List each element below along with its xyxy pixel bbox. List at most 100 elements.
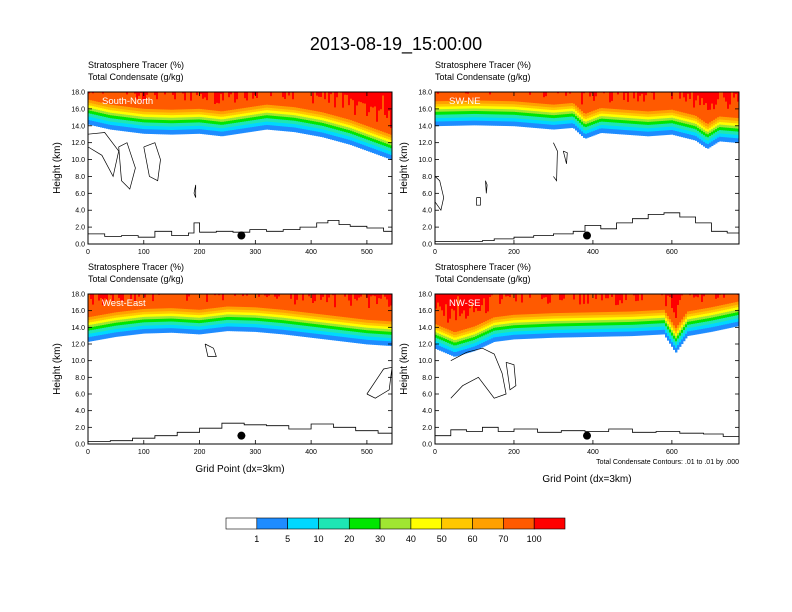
panel-label: NW-SE	[449, 298, 481, 309]
terrain-line	[435, 426, 739, 440]
y-tick-label: 4.0	[75, 208, 85, 215]
terrain-line	[88, 220, 392, 238]
terrain-line	[88, 422, 392, 442]
x-tick-label: 100	[138, 249, 150, 256]
colorbar-label: 1	[254, 534, 259, 544]
condensate-contour	[505, 361, 517, 391]
colorbar-swatch	[348, 517, 381, 530]
x-axis-label: Grid Point (dx=3km)	[195, 464, 284, 475]
y-axis-label: Height (km)	[399, 142, 410, 194]
x-tick-label: 200	[508, 449, 520, 456]
panel-label: South-North	[102, 96, 153, 107]
y-tick-label: 18.0	[71, 90, 85, 97]
colorbar-label: 20	[344, 534, 354, 544]
y-tick-label: 6.0	[422, 392, 432, 399]
condensate-contour	[193, 184, 197, 198]
y-tick-label: 18.0	[71, 292, 85, 299]
condensate-contour	[450, 347, 507, 399]
colorbar-swatch	[533, 517, 566, 530]
colorbar-label: 5	[285, 534, 290, 544]
subtitle-condensate: Total Condensate (g/kg)	[88, 274, 184, 284]
subtitle-tracer: Stratosphere Tracer (%)	[88, 262, 184, 272]
colorbar-swatch	[225, 517, 258, 530]
x-tick-label: 200	[194, 449, 206, 456]
condensate-contour	[476, 197, 481, 206]
colorbar: 1 5 10 20 30 40 50 60 70 100	[225, 517, 566, 544]
tracer-field	[88, 294, 392, 347]
colorbar-swatch	[503, 517, 535, 530]
condensate-contour	[204, 343, 217, 357]
location-marker	[237, 431, 246, 440]
x-tick-label: 500	[361, 249, 373, 256]
subtitle-tracer: Stratosphere Tracer (%)	[88, 60, 184, 70]
y-tick-label: 8.0	[422, 375, 432, 382]
panel-label: SW-NE	[449, 96, 481, 107]
y-tick-label: 16.0	[418, 106, 432, 113]
y-tick-label: 12.0	[71, 140, 85, 147]
x-axis-label: Grid Point (dx=3km)	[542, 474, 631, 485]
y-tick-label: 8.0	[75, 375, 85, 382]
panel-2: 0.0 2.0 4.0 6.0 8.0 10.0 12.0 14.0 16.0 18.0 0 200 4…	[399, 60, 740, 256]
y-axis-label: Height (km)	[52, 142, 63, 194]
panel-3: 0.0 2.0 4.0 6.0 8.0 10.0 12.0 14.0 16.0 18.0 0 100 2…	[52, 262, 393, 475]
y-tick-label: 0.0	[422, 442, 432, 449]
colorbar-label: 60	[468, 534, 478, 544]
colorbar-label: 70	[498, 534, 508, 544]
colorbar-label: 100	[527, 534, 542, 544]
colorbar-swatch	[379, 517, 412, 530]
x-tick-label: 0	[86, 249, 90, 256]
y-tick-label: 16.0	[418, 308, 432, 315]
panel-4: 0.0 2.0 4.0 6.0 8.0 10.0 12.0 14.0 16.0 18.0 0 200 4…	[399, 262, 740, 485]
tracer-field	[435, 92, 739, 149]
location-marker	[583, 231, 591, 240]
condensate-contour	[366, 366, 392, 399]
x-tick-label: 400	[587, 249, 599, 256]
colorbar-swatch	[287, 517, 319, 530]
y-tick-label: 10.0	[71, 157, 85, 164]
colorbar-swatch	[318, 517, 350, 530]
location-marker	[583, 431, 591, 440]
condensate-contour	[88, 132, 120, 178]
tracer-field	[435, 294, 739, 357]
y-tick-label: 6.0	[422, 191, 432, 198]
x-tick-label: 400	[305, 249, 317, 256]
y-tick-label: 4.0	[75, 408, 85, 415]
y-tick-label: 8.0	[422, 174, 432, 181]
plot-frame	[434, 91, 740, 245]
y-tick-label: 14.0	[418, 123, 432, 130]
panel-1: 0.0 2.0 4.0 6.0 8.0 10.0 12.0 14.0 16.0 18.0 0 100 2…	[52, 60, 393, 256]
y-tick-label: 4.0	[422, 208, 432, 215]
panel-label: West-East	[102, 298, 146, 309]
subtitle-tracer: Stratosphere Tracer (%)	[435, 60, 531, 70]
y-tick-label: 18.0	[418, 90, 432, 97]
plot-frame	[87, 293, 393, 445]
y-tick-label: 0.0	[75, 242, 85, 249]
y-tick-label: 6.0	[75, 392, 85, 399]
location-marker	[237, 231, 246, 240]
colorbar-swatch	[410, 517, 443, 530]
y-tick-label: 12.0	[418, 140, 432, 147]
y-tick-label: 16.0	[71, 308, 85, 315]
colorbar-swatch	[256, 517, 288, 530]
figure-title: 2013-08-19_15:00:00	[310, 34, 482, 55]
contour-footnote: Total Condensate Contours: .01 to .01 by…	[596, 459, 739, 466]
subtitle-condensate: Total Condensate (g/kg)	[435, 274, 531, 284]
panels: 0.0 2.0 4.0 6.0 8.0 10.0 12.0 14.0 16.0 18.0 0 100 2…	[52, 60, 740, 485]
y-tick-label: 4.0	[422, 408, 432, 415]
terrain-line	[435, 212, 739, 242]
y-tick-label: 10.0	[71, 358, 85, 365]
x-tick-label: 200	[194, 249, 206, 256]
x-tick-label: 600	[666, 449, 678, 456]
colorbar-label: 10	[313, 534, 323, 544]
y-axis-label: Height (km)	[52, 343, 63, 395]
condensate-contour	[562, 150, 568, 164]
subtitle-condensate: Total Condensate (g/kg)	[88, 72, 184, 82]
y-tick-label: 2.0	[75, 225, 85, 232]
x-tick-label: 0	[433, 249, 437, 256]
y-tick-label: 18.0	[418, 292, 432, 299]
subtitle-condensate: Total Condensate (g/kg)	[435, 72, 531, 82]
x-tick-label: 0	[433, 449, 437, 456]
y-tick-label: 2.0	[422, 425, 432, 432]
x-tick-label: 600	[666, 249, 678, 256]
